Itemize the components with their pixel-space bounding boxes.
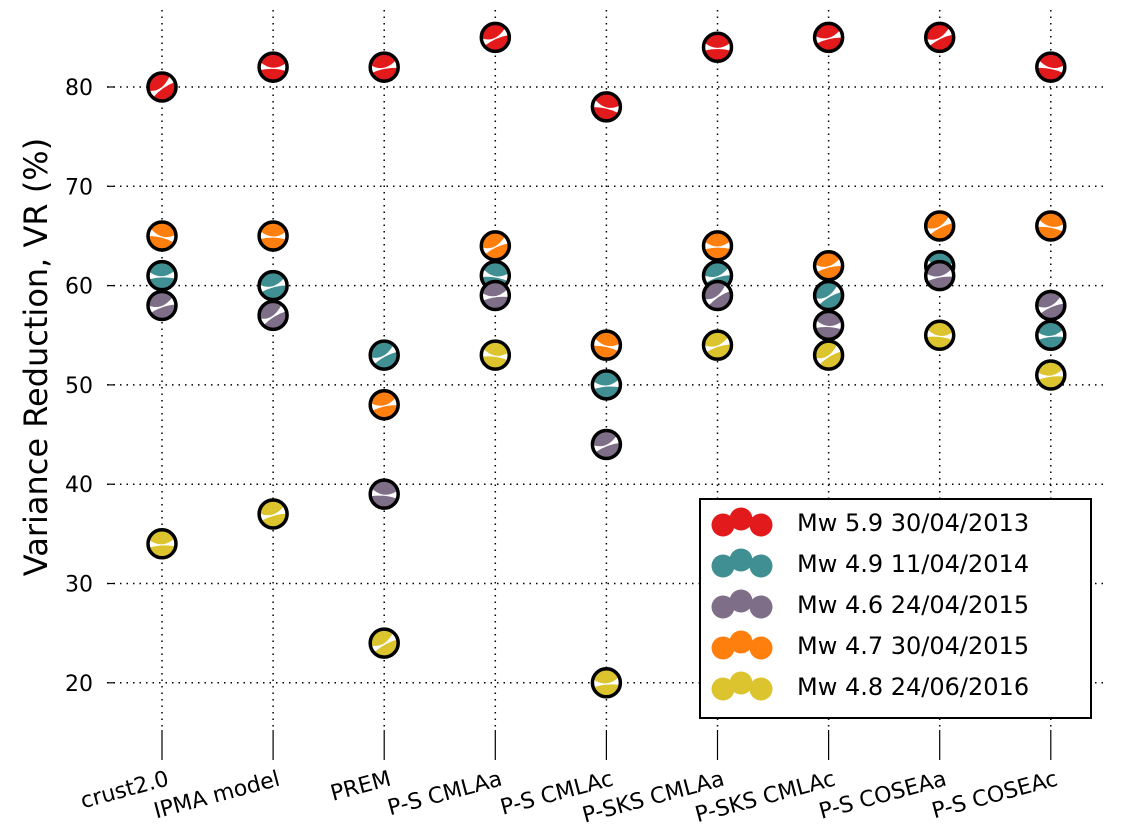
data-point (590, 428, 623, 461)
data-point (368, 51, 400, 83)
data-point (590, 91, 623, 123)
data-point (257, 299, 289, 332)
data-point (257, 269, 289, 302)
data-point (1035, 289, 1067, 322)
data-point (479, 279, 512, 312)
data-point (923, 21, 956, 54)
legend-marker (729, 548, 753, 572)
legend-label: Mw 4.8 24/06/2016 (797, 673, 1029, 701)
data-point (479, 230, 512, 262)
data-point (368, 627, 400, 659)
y-tick-label: 70 (65, 175, 93, 200)
legend-marker (729, 630, 753, 654)
legend: Mw 5.9 30/04/2013 Mw 4.9 11/04/2014 Mw 4.6… (699, 498, 1092, 719)
legend-label: Mw 4.9 11/04/2014 (797, 550, 1029, 578)
data-point (812, 249, 845, 282)
legend-marker (749, 554, 773, 578)
y-tick-label: 50 (65, 374, 93, 399)
y-axis-label: Variance Reduction, VR (%) (17, 138, 55, 576)
data-point (257, 498, 289, 530)
data-point (368, 478, 400, 510)
legend-marker (749, 595, 773, 619)
data-point (479, 21, 512, 54)
legend-entry: Mw 4.9 11/04/2014 (711, 548, 1029, 578)
data-point (146, 289, 178, 322)
legend-label: Mw 4.7 30/04/2015 (797, 632, 1029, 660)
legend-marker (711, 595, 735, 619)
data-point (479, 339, 512, 371)
legend-marker (711, 636, 735, 660)
data-point (368, 389, 400, 421)
legend-entry: Mw 5.9 30/04/2013 (711, 507, 1029, 537)
x-tick-label: P-S COSEAc (929, 767, 1060, 825)
data-point (590, 369, 623, 401)
data-point (257, 220, 289, 252)
data-points (146, 21, 1067, 699)
data-point (701, 230, 734, 262)
legend-marker (711, 677, 735, 701)
data-point (146, 259, 178, 292)
legend-marker (749, 677, 773, 701)
data-point (1035, 51, 1067, 83)
data-point (146, 528, 178, 560)
y-tick-label: 30 (65, 573, 93, 598)
data-point (923, 259, 956, 292)
data-point (701, 329, 734, 361)
legend-marker (729, 589, 753, 613)
x-tick-label: P-S CMLAa (385, 767, 505, 822)
data-point (368, 339, 400, 371)
legend-marker (749, 636, 773, 660)
data-point (812, 21, 845, 54)
data-point (590, 329, 623, 361)
legend-entry: Mw 4.8 24/06/2016 (711, 671, 1029, 701)
legend-marker (749, 513, 773, 537)
data-point (812, 339, 845, 371)
legend-marker (729, 507, 753, 531)
data-point (812, 279, 845, 312)
data-point (1035, 359, 1067, 391)
data-point (146, 71, 178, 103)
x-tick-label: IPMA model (151, 767, 282, 825)
legend-entry: Mw 4.6 24/04/2015 (711, 589, 1029, 619)
data-point (590, 667, 623, 699)
legend-entry: Mw 4.7 30/04/2015 (711, 630, 1029, 660)
legend-marker (729, 671, 753, 695)
data-point (146, 220, 178, 252)
legend-label: Mw 5.9 30/04/2013 (797, 509, 1029, 537)
legend-label: Mw 4.6 24/04/2015 (797, 591, 1029, 619)
data-point (923, 210, 956, 242)
data-point (1035, 210, 1067, 242)
x-tick-label: PREM (328, 767, 394, 807)
data-point (923, 319, 956, 351)
data-point (1035, 319, 1067, 351)
legend-marker (711, 513, 735, 537)
y-tick-label: 60 (65, 275, 93, 300)
y-tick-label: 20 (65, 672, 93, 697)
y-tick-label: 80 (65, 76, 93, 101)
x-tick-label: P-S COSEAa (816, 767, 949, 825)
y-tick-label: 40 (65, 473, 93, 498)
legend-marker (711, 554, 735, 578)
data-point (812, 309, 845, 342)
data-point (257, 51, 289, 83)
y-axis: 20 30 40 50 60 70 80 (65, 76, 115, 697)
data-point (701, 279, 734, 312)
data-point (701, 31, 734, 64)
